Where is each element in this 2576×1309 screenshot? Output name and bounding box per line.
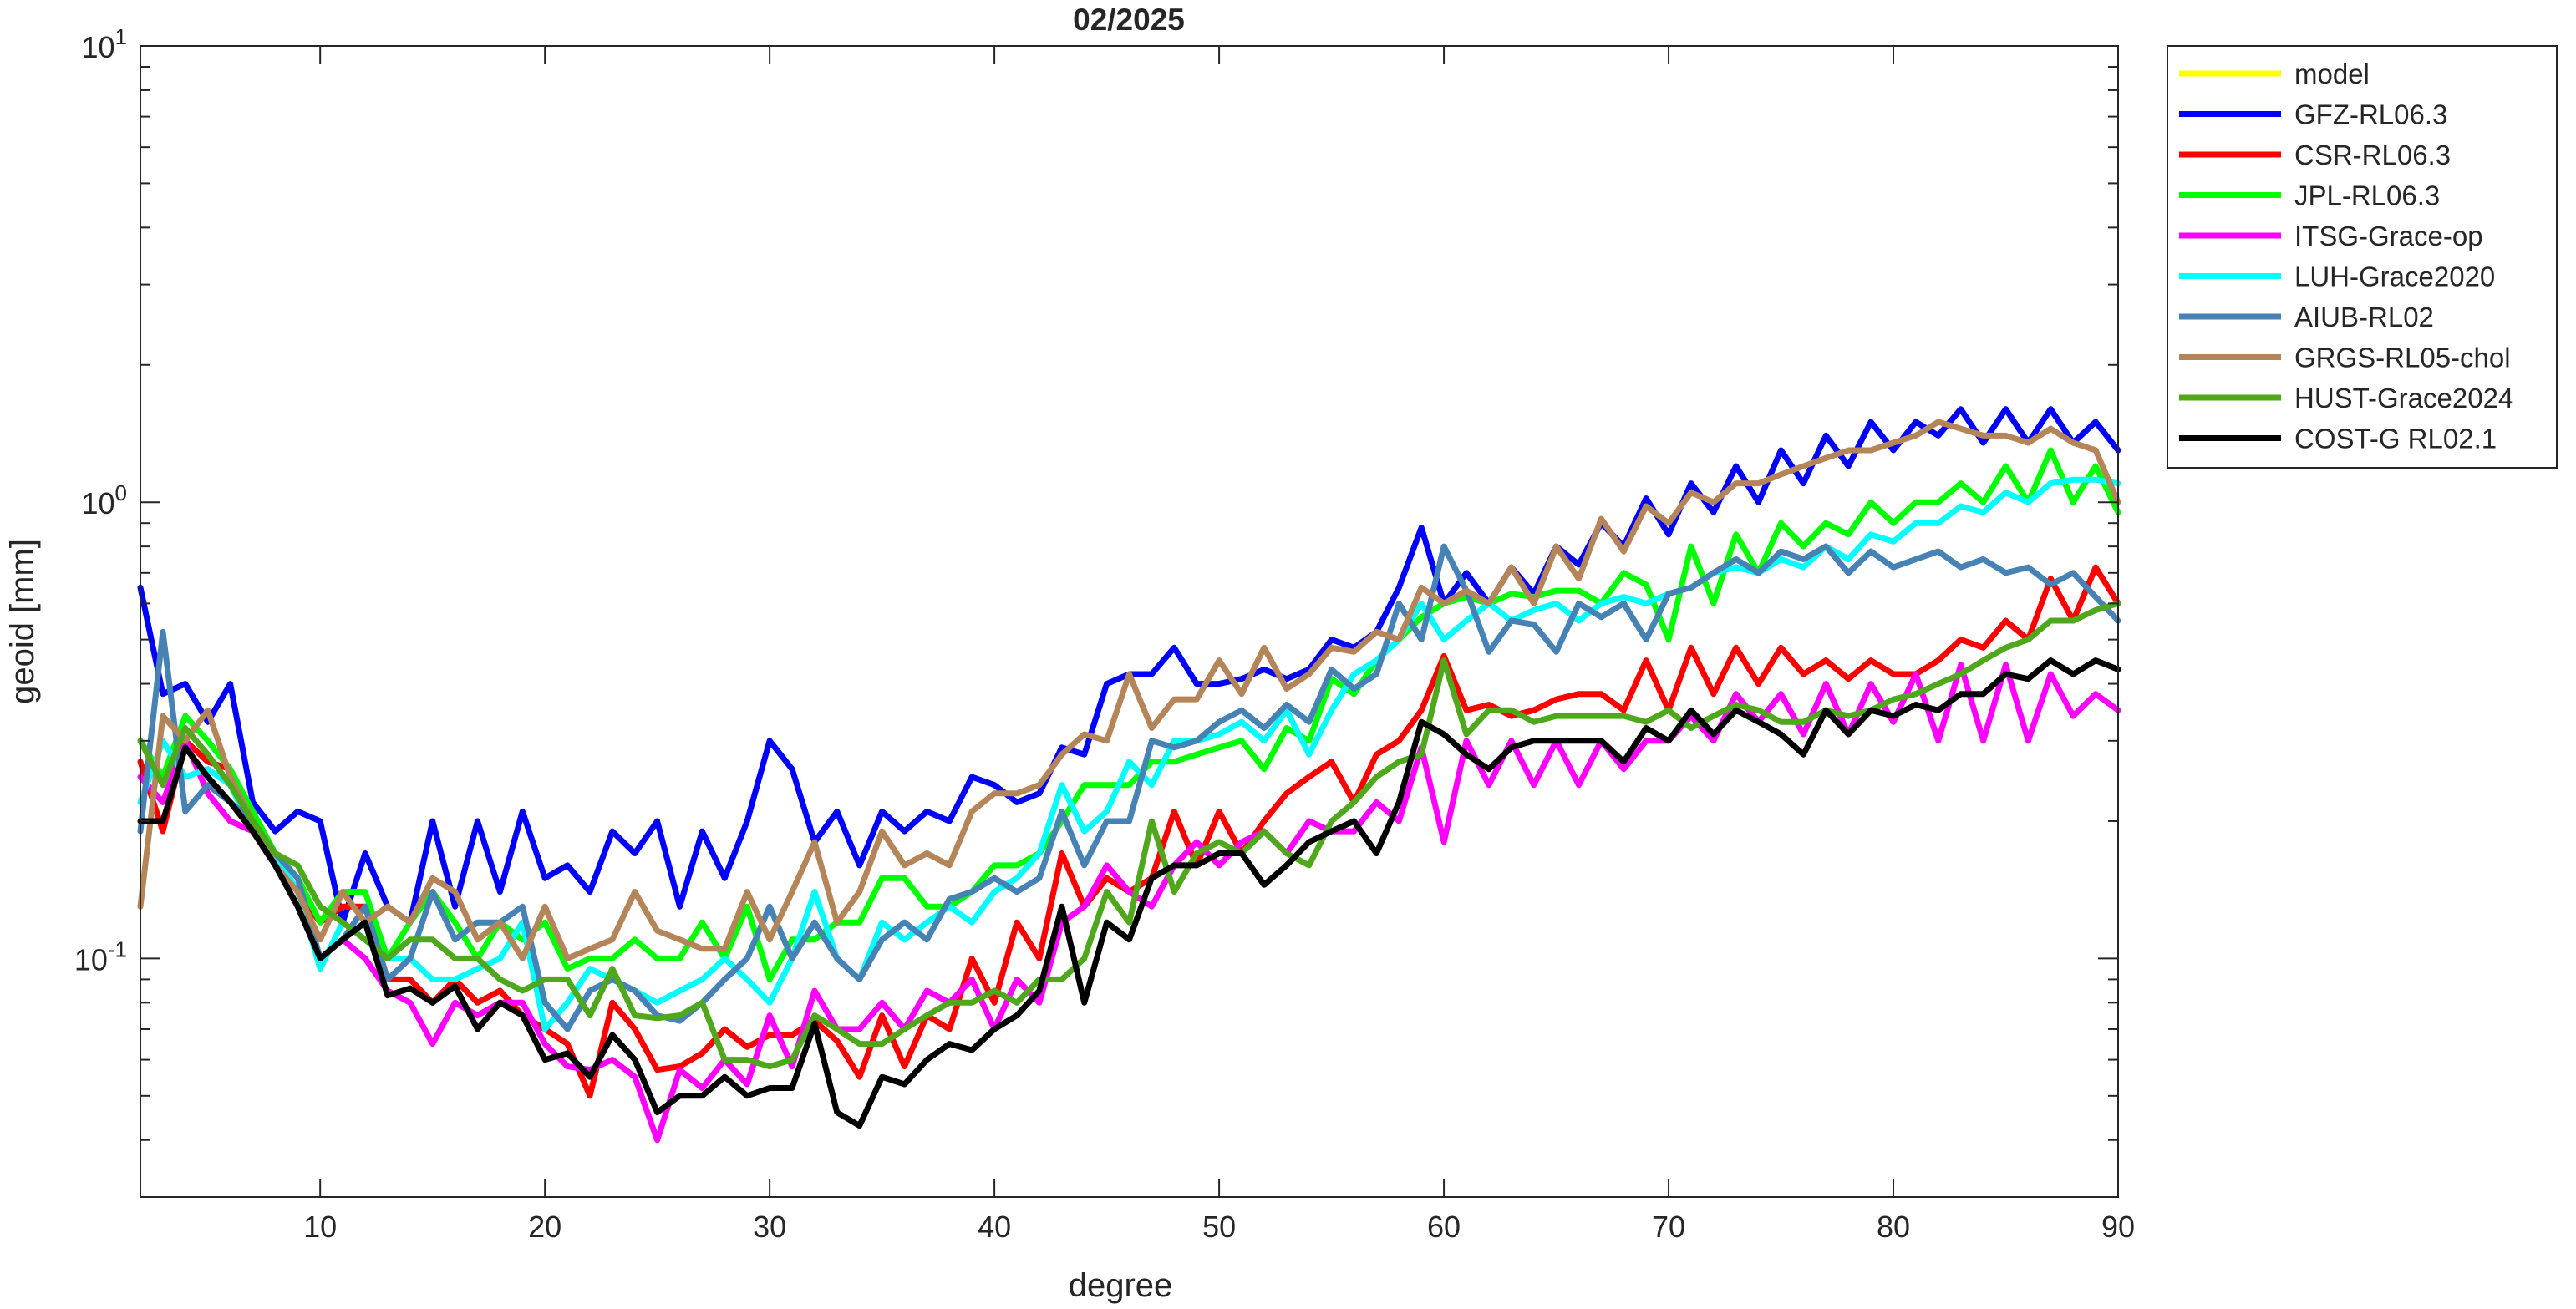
chart-title: 02/2025	[1073, 3, 1185, 37]
y-tick-label-1: 100	[81, 480, 127, 520]
x-tick-label-7: 80	[1877, 1210, 1910, 1244]
legend-label-4: ITSG-Grace-op	[2294, 221, 2483, 251]
series-line-5	[137, 476, 2121, 1032]
legend-label-5: LUH-Grace2020	[2294, 261, 2495, 292]
axes-box	[140, 45, 2119, 1198]
plot-area	[140, 46, 2118, 1197]
x-tick-label-0: 10	[303, 1210, 337, 1244]
axes: 10 20 30 40 50 60 70 80 90 10-1 100 101	[74, 24, 2135, 1244]
legend: model GFZ-RL06.3 CSR-RL06.3 JPL-RL06.3 ITSG-…	[2167, 45, 2558, 469]
x-tick-label-2: 30	[753, 1210, 786, 1244]
y-tick-label-2: 101	[81, 24, 127, 64]
y-axis-label: geoid [mm]	[4, 539, 41, 704]
series-layer	[137, 406, 2121, 1144]
legend-label-3: JPL-RL06.3	[2294, 180, 2440, 211]
legend-label-0: model	[2294, 58, 2370, 89]
legend-label-1: GFZ-RL06.3	[2294, 99, 2447, 130]
legend-label-6: AIUB-RL02	[2294, 302, 2434, 332]
legend-label-8: HUST-Grace2024	[2294, 383, 2513, 414]
legend-label-9: COST-G RL02.1	[2294, 424, 2497, 454]
x-tick-label-1: 20	[528, 1210, 561, 1244]
x-axis-label: degree	[1069, 1267, 1173, 1304]
series-line-7	[137, 419, 2121, 961]
x-tick-label-3: 40	[978, 1210, 1011, 1244]
y-tick-label-0: 10-1	[74, 936, 127, 977]
x-tick-label-8: 90	[2101, 1210, 2135, 1244]
legend-label-2: CSR-RL06.3	[2294, 140, 2451, 170]
x-tick-label-6: 70	[1652, 1210, 1685, 1244]
series-line-8	[137, 600, 2121, 1070]
series-line-9	[137, 657, 2121, 1129]
legend-label-7: GRGS-RL05-chol	[2294, 342, 2511, 373]
series-line-3	[137, 447, 2121, 982]
x-tick-label-5: 60	[1427, 1210, 1461, 1244]
x-tick-label-4: 50	[1202, 1210, 1236, 1244]
